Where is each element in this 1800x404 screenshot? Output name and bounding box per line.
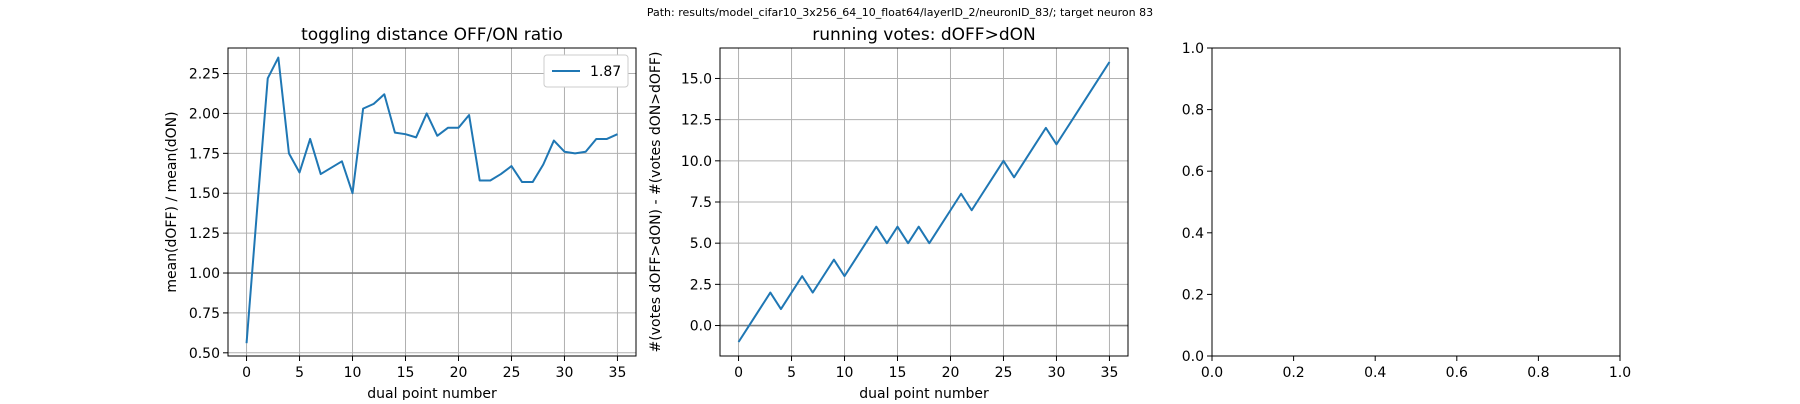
y-tick-label: 0.4 [1182, 226, 1204, 242]
x-tick-label: 10 [836, 365, 854, 381]
y-tick-label: 1.25 [189, 226, 220, 242]
y-tick-label: 0.0 [690, 319, 712, 335]
y-tick-label: 1.00 [189, 266, 220, 282]
x-tick-label: 5 [295, 365, 304, 381]
chart-panel-1: 0 5 10 15 20 25 30 35 0.50 0.75 1.00 1.25 1.50 1.75 2.… [164, 25, 637, 402]
x-tick-label: 30 [1048, 365, 1066, 381]
chart-panel-3: 0.0 0.2 0.4 0.6 0.8 1.0 0.0 0.2 0.4 0.6 0.8 1.0 [1182, 41, 1631, 381]
x-tick-label: 35 [1101, 365, 1119, 381]
y-tick-label: 1.0 [1182, 41, 1204, 57]
y-tick-label: 7.5 [690, 195, 712, 211]
x-tick-label: 15 [397, 365, 415, 381]
series-line-1 [245, 56, 618, 344]
y-tick-label: 0.75 [189, 306, 220, 322]
figure-suptitle: Path: results/model_cifar10_3x256_64_10_… [646, 6, 1154, 19]
x-tick-label: 0.2 [1282, 365, 1304, 381]
y-tick-label: 1.50 [189, 186, 220, 202]
x-tick-label: 0.8 [1527, 365, 1549, 381]
y-tick-label: 15.0 [681, 71, 712, 87]
x-tick-label: 0.4 [1364, 365, 1386, 381]
x-tick-label: 1.0 [1609, 365, 1631, 381]
legend-box [543, 54, 629, 88]
y-tick-label: 0.2 [1182, 287, 1204, 303]
x-tick-label: 25 [995, 365, 1013, 381]
y-axis-label: mean(dOFF) / mean(dON) [164, 111, 180, 292]
x-tick-label: 30 [556, 365, 574, 381]
x-axis-label: dual point number [367, 386, 497, 400]
chart-title: toggling distance OFF/ON ratio [301, 25, 563, 45]
x-tick-label: 0 [734, 365, 743, 381]
gridlines [228, 48, 636, 356]
series-line-1 [737, 61, 1111, 343]
x-tick-label: 0 [242, 365, 251, 381]
chart-panel-2: 0 5 10 15 20 25 30 35 0.0 2.5 5.0 7.5 10.0 12.5 15.0 ru… [648, 25, 1129, 402]
x-tick-label: 5 [787, 365, 796, 381]
x-axis-label: dual point number [859, 386, 989, 400]
y-tick-label: 12.5 [681, 113, 712, 129]
y-tick-label: 2.00 [189, 106, 220, 122]
y-tick-label: 0.6 [1182, 164, 1204, 180]
x-tick-label: 20 [450, 365, 468, 381]
y-tick-label: 1.75 [189, 146, 220, 162]
y-tick-label: 0.50 [189, 346, 220, 362]
legend-label: 1.87 [590, 64, 621, 80]
plot-frame [1211, 47, 1621, 357]
x-tick-label: 0.0 [1201, 365, 1223, 381]
plot-frame [227, 47, 637, 357]
y-tick-label: 0.8 [1182, 103, 1204, 119]
x-tick-label: 35 [609, 365, 627, 381]
y-tick-label: 10.0 [681, 154, 712, 170]
x-tick-label: 15 [889, 365, 907, 381]
y-tick-label: 5.0 [690, 236, 712, 252]
legend: 1.87 [543, 54, 629, 88]
y-tick-label: 2.25 [189, 67, 220, 83]
y-tick-label: 0.0 [1182, 349, 1204, 365]
x-tick-label: 20 [942, 365, 960, 381]
y-tick-label: 2.5 [690, 277, 712, 293]
chart-title: running votes: dOFF>dON [812, 25, 1035, 45]
x-tick-label: 10 [344, 365, 362, 381]
y-axis-label: #(votes dOFF>dON) - #(votes dON>dOFF) [648, 52, 664, 353]
x-tick-label: 25 [503, 365, 521, 381]
x-tick-label: 0.6 [1446, 365, 1468, 381]
